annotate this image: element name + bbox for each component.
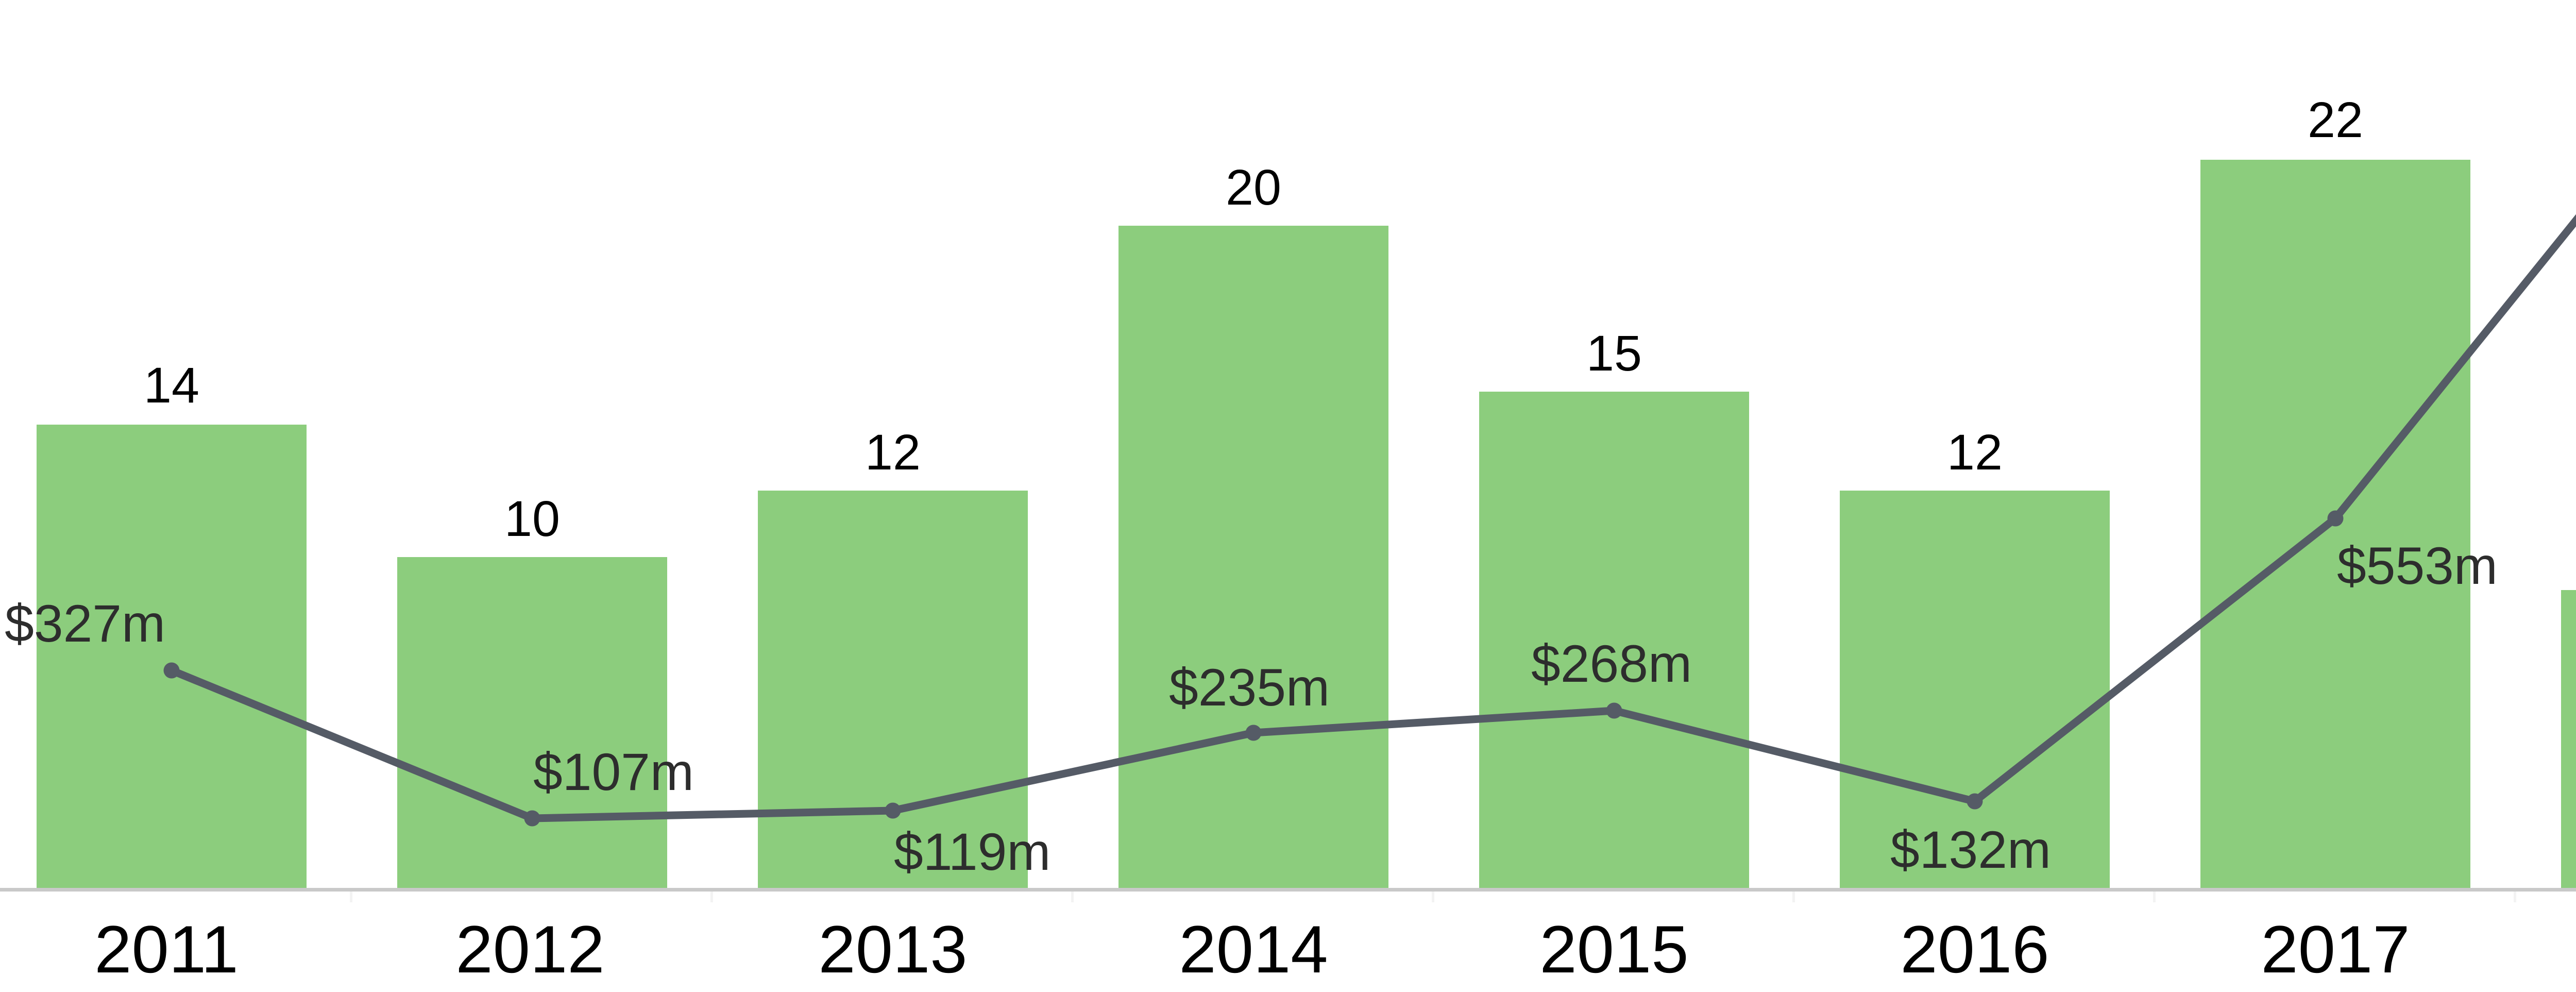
svg-text:2011: 2011 (94, 912, 239, 987)
svg-text:$553m: $553m (2337, 536, 2498, 595)
svg-text:$107m: $107m (533, 743, 694, 801)
svg-text:20: 20 (1226, 159, 1281, 215)
svg-text:2012: 2012 (455, 912, 604, 987)
svg-text:10: 10 (504, 491, 560, 547)
svg-text:$235m: $235m (1169, 658, 1330, 717)
svg-text:12: 12 (865, 424, 921, 480)
svg-text:2017: 2017 (2261, 912, 2410, 987)
svg-text:$327m: $327m (5, 594, 165, 653)
svg-text:2016: 2016 (1900, 912, 2049, 987)
svg-text:$268m: $268m (1531, 634, 1692, 693)
svg-text:22: 22 (2308, 92, 2363, 148)
svg-text:$132m: $132m (1890, 820, 2051, 879)
svg-text:15: 15 (1586, 325, 1642, 381)
svg-text:12: 12 (1947, 424, 2003, 480)
svg-text:2015: 2015 (1539, 912, 1688, 987)
svg-text:$119m: $119m (894, 822, 1050, 881)
svg-text:14: 14 (144, 357, 199, 413)
svg-text:2014: 2014 (1179, 912, 1328, 987)
svg-text:2013: 2013 (818, 912, 967, 987)
